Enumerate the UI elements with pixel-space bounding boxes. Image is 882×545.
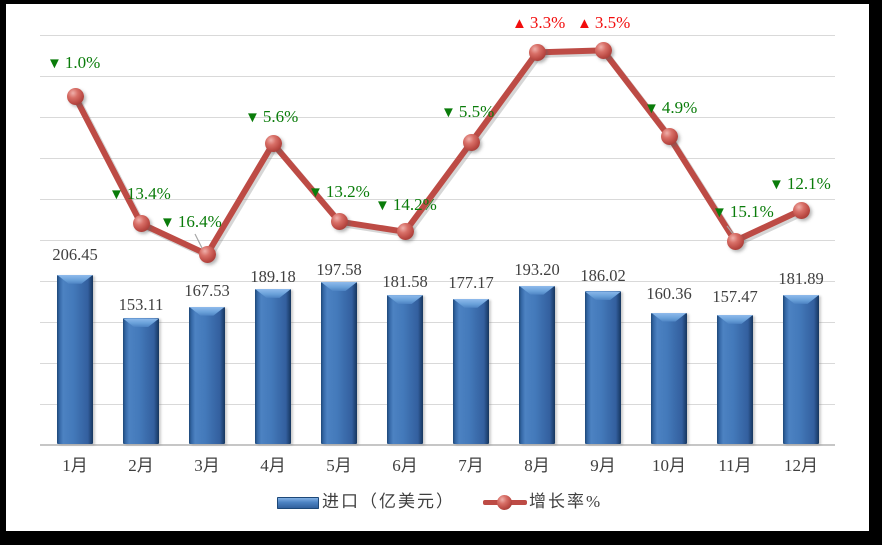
growth-label: ▼ 16.4% (160, 212, 222, 232)
data-marker (330, 213, 348, 231)
gridline (40, 199, 835, 200)
month-label: 6月 (392, 456, 418, 475)
down-triangle-icon: ▼ (441, 104, 456, 121)
legend-import-label: 进口（亿美元） (322, 492, 455, 511)
growth-label: ▼ 5.6% (245, 106, 299, 126)
gridline (40, 363, 835, 364)
bar (189, 306, 225, 444)
growth-label: ▼ 14.2% (375, 194, 437, 214)
growth-label: ▼ 5.5% (441, 101, 495, 121)
down-triangle-icon: ▼ (245, 109, 260, 126)
growth-label: ▼ 13.4% (109, 183, 171, 203)
month-label: 12月 (784, 456, 818, 475)
bar-value-label: 206.45 (52, 245, 98, 264)
month-label: 3月 (194, 456, 220, 475)
up-triangle-icon: ▲ (577, 16, 592, 33)
data-marker (660, 127, 678, 145)
month-label: 10月 (652, 456, 686, 475)
data-marker (396, 223, 414, 241)
bar-value-label: 160.36 (646, 284, 692, 303)
data-marker (132, 215, 150, 233)
bar-value-label: 193.20 (514, 260, 560, 279)
down-triangle-icon: ▼ (47, 55, 62, 72)
month-label: 9月 (590, 456, 616, 475)
gridline (40, 35, 835, 36)
growth-label: ▲ 3.3% (512, 13, 566, 33)
month-label: 8月 (524, 456, 550, 475)
growth-label: ▼ 13.2% (308, 181, 370, 201)
gridline (40, 281, 835, 282)
month-label: 1月 (62, 456, 88, 475)
down-triangle-icon: ▼ (109, 186, 124, 203)
bar-value-label: 157.47 (712, 287, 758, 306)
gridline (40, 76, 835, 77)
gridline (40, 240, 835, 241)
down-triangle-icon: ▼ (308, 184, 323, 201)
gridline (40, 117, 835, 118)
bar-value-label: 189.18 (250, 267, 296, 286)
bar-value-label: 153.11 (118, 295, 164, 314)
bar-value-label: 197.58 (316, 260, 362, 279)
month-label: 2月 (128, 456, 154, 475)
up-triangle-icon: ▲ (512, 16, 527, 33)
bar (651, 312, 687, 444)
bar-value-label: 181.58 (382, 272, 428, 291)
growth-label: ▲ 3.5% (577, 13, 631, 33)
growth-label: ▼ 4.9% (644, 98, 698, 118)
bar (57, 274, 93, 444)
down-triangle-icon: ▼ (375, 197, 390, 214)
bar-value-label: 181.89 (778, 269, 824, 288)
data-marker (594, 41, 612, 59)
bar (585, 291, 621, 444)
month-label: 11月 (718, 456, 752, 475)
data-marker (528, 43, 546, 61)
gridline (40, 322, 835, 323)
bar-value-label: 186.02 (580, 266, 626, 285)
bar (321, 281, 357, 444)
legend-growth-label: 增长率% (529, 492, 603, 511)
down-triangle-icon: ▼ (160, 215, 175, 232)
month-label: 5月 (326, 456, 352, 475)
month-label: 4月 (260, 456, 286, 475)
data-marker (726, 232, 744, 250)
growth-label: ▼ 15.1% (712, 202, 774, 222)
down-triangle-icon: ▼ (769, 177, 784, 194)
growth-label: ▼ 12.1% (769, 174, 831, 194)
gridline (40, 404, 835, 405)
bar (519, 285, 555, 444)
legend-growth-marker-icon (497, 495, 512, 510)
bar-value-label: 167.53 (184, 281, 230, 300)
data-marker (264, 135, 282, 153)
bar (783, 294, 819, 444)
bar (387, 295, 423, 444)
data-marker (792, 201, 810, 219)
growth-line (72, 47, 804, 258)
down-triangle-icon: ▼ (644, 101, 659, 118)
x-axis-line (40, 444, 835, 446)
bar (453, 298, 489, 444)
data-marker (198, 245, 216, 263)
month-label: 7月 (458, 456, 484, 475)
bar-value-label: 177.17 (448, 273, 494, 292)
data-marker (462, 134, 480, 152)
growth-label: ▼ 1.0% (47, 52, 101, 72)
data-marker (66, 88, 84, 105)
gridline (40, 158, 835, 159)
bar (717, 314, 753, 444)
bar (123, 318, 159, 444)
legend-import-bar-swatch (277, 497, 319, 509)
down-triangle-icon: ▼ (712, 205, 727, 222)
bar (255, 288, 291, 444)
